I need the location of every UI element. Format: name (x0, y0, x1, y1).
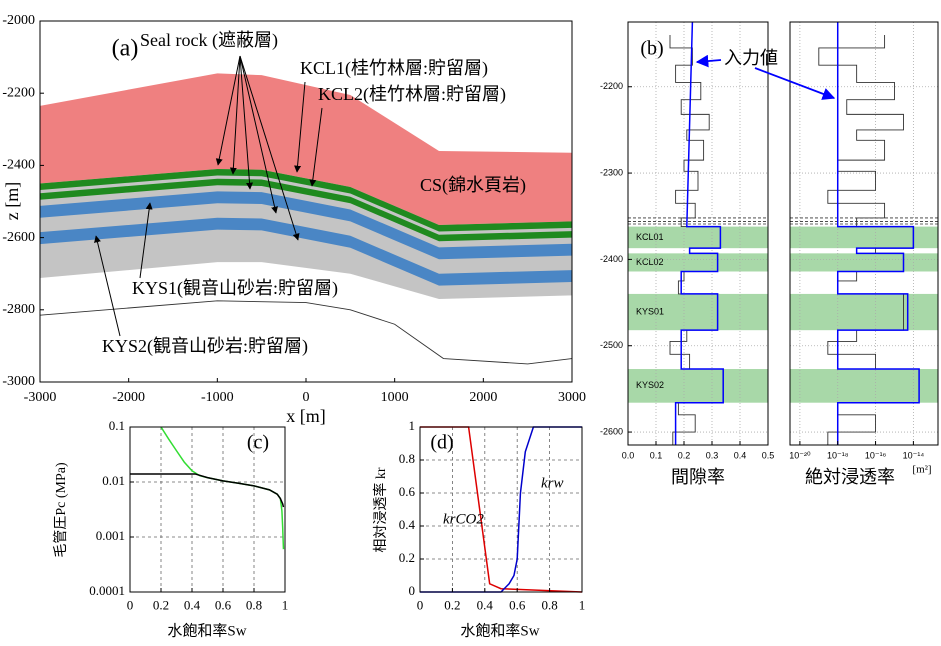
x-tick-label: 0 (303, 390, 310, 405)
annotation-arrow (697, 60, 721, 62)
unit-label: [m²] (912, 464, 931, 476)
layer-span (790, 294, 938, 330)
x-tick-label: 0.6 (509, 598, 526, 613)
y-tick-label: -2200 (2, 85, 35, 100)
annotation: KYS2(観音山砂岩:貯留層) (102, 336, 308, 357)
span-label: KYS02 (636, 380, 664, 390)
x-axis-label: 水飽和率Sw (167, 622, 246, 639)
panel-label: (d) (430, 432, 453, 454)
y-tick-label: -2400 (600, 254, 623, 264)
x-tick-label: 0.1 (650, 450, 663, 460)
panel-label: (a) (112, 36, 139, 62)
x-tick-label: 0.2 (444, 598, 460, 613)
x-tick-label: 0.8 (541, 598, 557, 613)
y-tick-label: 0.001 (96, 528, 125, 543)
y-tick-label: 1 (409, 418, 416, 433)
x-axis-label: 絶対浸透率 (805, 467, 895, 487)
span-label: KCL01 (636, 232, 664, 242)
y-tick-label: 0.0001 (89, 583, 125, 598)
y-tick-label: -2400 (2, 158, 35, 173)
x-tick-label: 0.6 (215, 598, 232, 613)
x-tick-label: 0.4 (734, 450, 747, 460)
x-tick-label: 1 (579, 598, 586, 613)
x-tick-label: 0.4 (477, 598, 494, 613)
layer-span (790, 227, 938, 249)
y-axis-label: z [m] (2, 182, 22, 220)
y-tick-label: 0.6 (399, 484, 416, 499)
x-axis-label: 間隙率 (671, 467, 725, 487)
panel-label: (c) (247, 432, 269, 454)
y-tick-label: -2200 (600, 81, 623, 91)
y-tick-label: -2000 (2, 13, 35, 28)
annotation: CS(錦水頁岩) (420, 175, 526, 196)
series-line (130, 474, 283, 507)
y-tick-label: -2500 (600, 340, 623, 350)
y-tick-label: -2800 (2, 302, 35, 317)
y-tick-label: -2600 (2, 230, 35, 245)
x-tick-label: 0 (417, 598, 424, 613)
x-tick-label: 0.2 (153, 598, 169, 613)
annotation-arrow (755, 68, 834, 98)
y-axis-label: 相対浸透率 kr (372, 467, 389, 552)
x-tick-label: 0.4 (184, 598, 201, 613)
x-tick-label: 0.5 (762, 450, 775, 460)
series-label: krCO2 (443, 511, 484, 527)
x-tick-label: 10⁻¹⁴ (903, 450, 925, 460)
x-tick-label: -2000 (112, 390, 145, 405)
x-tick-label: 10⁻¹⁸ (827, 450, 849, 460)
x-tick-label: 0.0 (622, 450, 635, 460)
x-tick-label: -3000 (24, 390, 57, 405)
y-tick-label: -2300 (600, 167, 623, 177)
y-tick-label: 0.01 (102, 473, 125, 488)
x-tick-label: 10⁻¹⁶ (865, 450, 887, 460)
span-label: KYS01 (636, 306, 664, 316)
x-tick-label: 0.8 (246, 598, 262, 613)
x-tick-label: 1000 (381, 390, 409, 405)
x-tick-label: 0.3 (706, 450, 719, 460)
x-axis-label: 水飽和率Sw (460, 622, 539, 639)
x-tick-label: 1 (282, 598, 289, 613)
y-tick-label: 0.2 (399, 550, 415, 565)
series-label: krw (541, 475, 564, 491)
layer-span (790, 369, 938, 403)
y-tick-label: -3000 (2, 374, 35, 389)
annotation: KYS1(観音山砂岩:貯留層) (132, 278, 338, 299)
x-tick-label: 10⁻²⁰ (789, 450, 811, 460)
span-label: KCL02 (636, 257, 664, 267)
x-tick-label: -1000 (201, 390, 234, 405)
figure: -3000-2000-10000100020003000-3000-2800-2… (0, 0, 941, 646)
x-tick-label: 0.2 (678, 450, 691, 460)
panel-label: (b) (640, 38, 663, 60)
y-axis-label: 毛管圧Pc (MPa) (53, 462, 69, 558)
x-tick-label: 2000 (469, 390, 497, 405)
page: {"chart_data": [ {"type": "area", "panel… (0, 0, 941, 646)
y-tick-label: -2600 (600, 426, 623, 436)
annotation: KCL1(桂竹林層:貯留層) (300, 58, 488, 79)
layer-span (790, 253, 938, 271)
x-tick-label: 3000 (558, 390, 586, 405)
y-tick-label: 0 (409, 583, 416, 598)
annotation: 入力値 (724, 48, 778, 68)
y-tick-label: 0.4 (399, 517, 416, 532)
y-tick-label: 0.8 (399, 451, 415, 466)
annotation: Seal rock (遮蔽層) (140, 30, 278, 51)
x-tick-label: 0 (127, 598, 134, 613)
annotation: KCL2(桂竹林層:貯留層) (318, 84, 506, 105)
y-tick-label: 0.1 (109, 418, 125, 433)
x-axis-label: x [m] (286, 406, 326, 426)
